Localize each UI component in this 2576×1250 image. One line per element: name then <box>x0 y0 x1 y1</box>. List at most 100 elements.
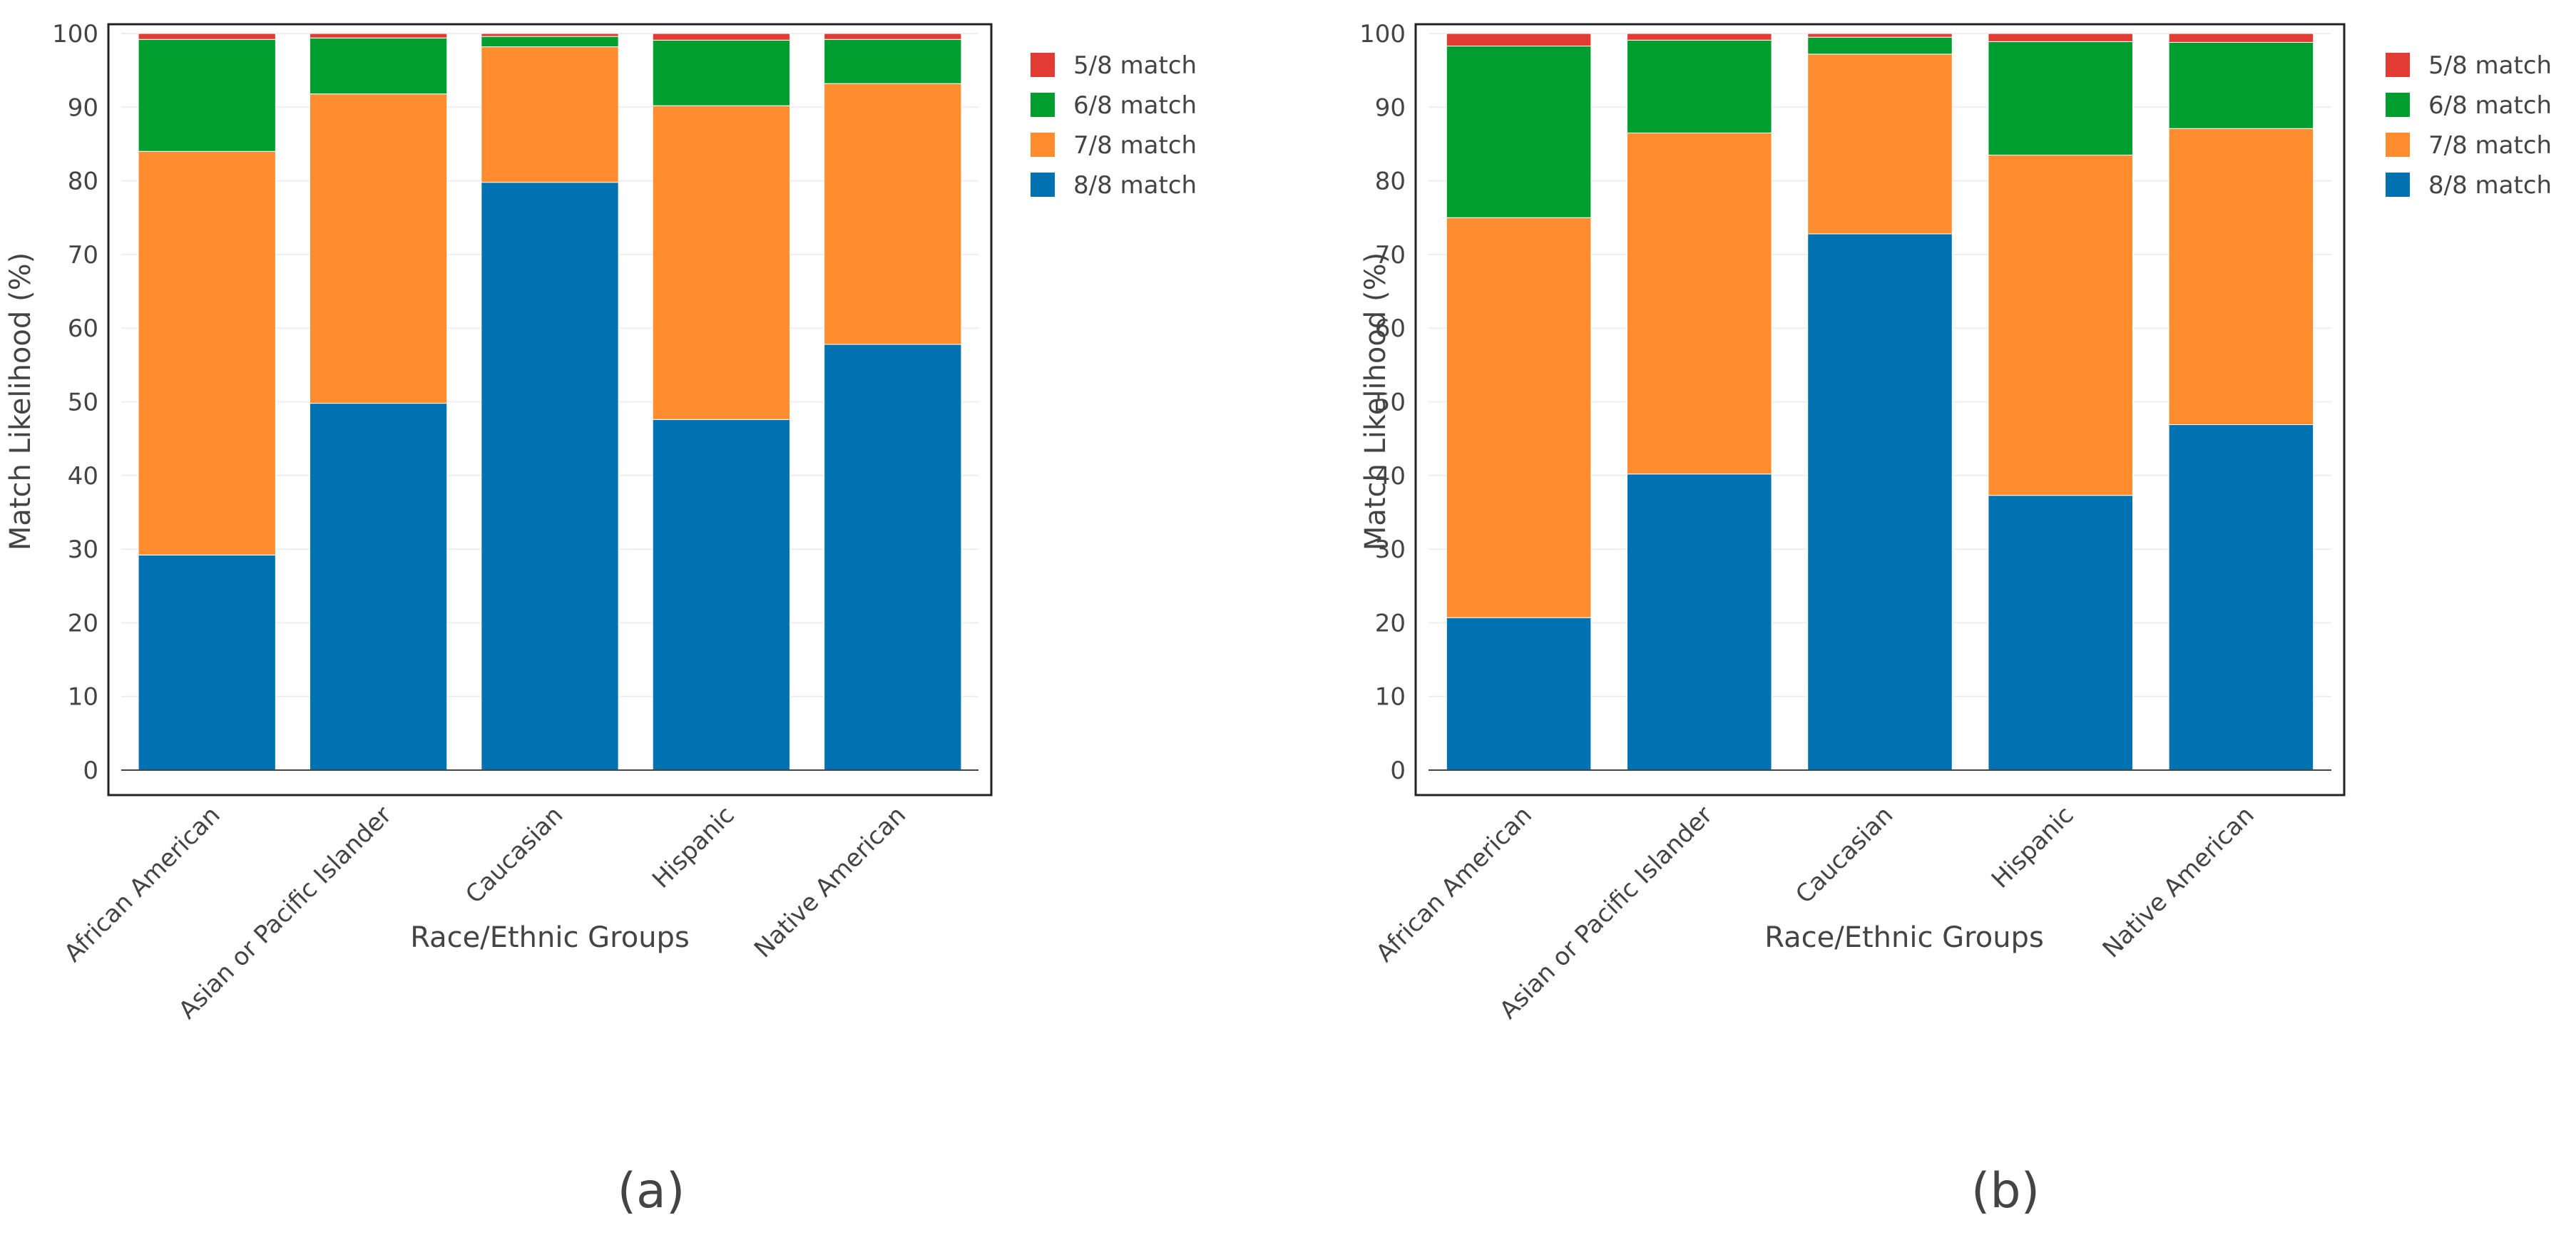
legend-label: 6/8 match <box>1073 91 1197 120</box>
x-tick-label: Native American <box>749 801 911 963</box>
y-tick-label: 0 <box>1390 757 1406 785</box>
bar-hispanic-7-8-match <box>1988 154 2133 496</box>
bar-african-american-6-8-match <box>1446 46 1592 218</box>
bar-caucasian-5-8-match <box>1807 33 1953 38</box>
x-tick-label: Native American <box>2097 801 2260 963</box>
legend: 5/8 match 6/8 match 7/8 match 8/8 match <box>2386 51 2552 200</box>
y-tick-label: 20 <box>1375 609 1406 637</box>
bar-hispanic-6-8-match <box>1988 41 2133 155</box>
bar-african-american-8-8-match <box>138 554 276 771</box>
bar-caucasian-6-8-match <box>1807 36 1953 55</box>
bar-native-american-5-8-match <box>2168 33 2314 43</box>
bar-caucasian-5-8-match <box>481 33 619 37</box>
bar-asian-or-pacific-islander-5-8-match <box>1627 33 1772 41</box>
bar-caucasian-8-8-match <box>481 182 619 771</box>
legend-label: 7/8 match <box>2428 131 2552 160</box>
legend-label: 6/8 match <box>2428 91 2552 120</box>
x-tick-label: Asian or Pacific Islander <box>1494 801 1718 1025</box>
bar-asian-or-pacific-islander-7-8-match <box>309 93 448 404</box>
legend-label: 8/8 match <box>2428 171 2552 200</box>
legend-swatch-7-8-match <box>2386 133 2410 157</box>
bar-hispanic-6-8-match <box>652 39 791 106</box>
legend: 5/8 match 6/8 match 7/8 match 8/8 match <box>1031 51 1197 200</box>
legend-label: 5/8 match <box>2428 51 2552 80</box>
legend-swatch-6-8-match <box>2386 93 2410 117</box>
bar-african-american-5-8-match <box>1446 33 1592 47</box>
bar-native-american-6-8-match <box>824 39 962 84</box>
y-tick-label: 30 <box>1375 536 1406 564</box>
bar-african-american-7-8-match <box>1446 217 1592 618</box>
legend-swatch-8-8-match <box>1031 173 1055 197</box>
x-tick-label: African American <box>1371 801 1538 968</box>
bar-asian-or-pacific-islander-8-8-match <box>309 403 448 771</box>
y-tick-label: 40 <box>1375 462 1406 491</box>
x-tick-label: Caucasian <box>460 801 568 909</box>
y-tick-label: 100 <box>1359 20 1406 48</box>
bar-native-american-6-8-match <box>2168 41 2314 129</box>
bar-hispanic-8-8-match <box>1988 495 2133 771</box>
y-tick-label: 30 <box>68 536 98 564</box>
legend-label: 7/8 match <box>1073 131 1197 160</box>
y-tick-label: 40 <box>68 462 98 491</box>
y-tick-label: 90 <box>68 93 98 122</box>
legend-label: 8/8 match <box>1073 171 1197 200</box>
bar-african-american-7-8-match <box>138 150 276 555</box>
x-tick-label: African American <box>58 801 225 968</box>
legend-swatch-5-8-match <box>1031 53 1055 77</box>
y-tick-label: 100 <box>52 20 98 48</box>
legend-swatch-5-8-match <box>2386 53 2410 77</box>
y-tick-label: 60 <box>68 314 98 343</box>
bar-caucasian-8-8-match <box>1807 233 1953 771</box>
bar-native-american-8-8-match <box>824 344 962 771</box>
x-tick-label: Caucasian <box>1790 801 1898 909</box>
bar-asian-or-pacific-islander-7-8-match <box>1627 132 1772 475</box>
bar-caucasian-7-8-match <box>1807 53 1953 235</box>
y-tick-label: 50 <box>1375 389 1406 417</box>
x-axis-title: Race/Ethnic Groups <box>410 921 690 954</box>
y-tick-label: 10 <box>1375 683 1406 712</box>
bar-asian-or-pacific-islander-6-8-match <box>1627 39 1772 133</box>
bar-asian-or-pacific-islander-8-8-match <box>1627 473 1772 771</box>
bar-african-american-6-8-match <box>138 39 276 152</box>
bar-caucasian-7-8-match <box>481 46 619 183</box>
bar-native-american-8-8-match <box>2168 424 2314 771</box>
y-tick-label: 0 <box>83 757 98 785</box>
bar-hispanic-8-8-match <box>652 419 791 771</box>
bar-african-american-8-8-match <box>1446 617 1592 771</box>
y-tick-label: 60 <box>1375 314 1406 343</box>
panel-label: (b) <box>1971 1163 2040 1219</box>
legend-swatch-6-8-match <box>1031 93 1055 117</box>
legend-swatch-7-8-match <box>1031 133 1055 157</box>
bar-asian-or-pacific-islander-6-8-match <box>309 37 448 95</box>
bar-hispanic-5-8-match <box>652 33 791 41</box>
bar-native-american-7-8-match <box>2168 128 2314 426</box>
bar-asian-or-pacific-islander-5-8-match <box>309 33 448 39</box>
plot-frame <box>107 23 993 796</box>
x-tick-label: Hispanic <box>1986 801 2080 894</box>
y-axis-title: Match Likelihood (%) <box>1359 252 1392 550</box>
plot-frame <box>1414 23 2346 796</box>
bar-native-american-7-8-match <box>824 83 962 345</box>
bar-caucasian-6-8-match <box>481 36 619 48</box>
legend-label: 5/8 match <box>1073 51 1197 80</box>
y-tick-label: 70 <box>68 241 98 270</box>
panel-label: (a) <box>618 1163 685 1219</box>
bar-hispanic-5-8-match <box>1988 33 2133 42</box>
y-tick-label: 90 <box>1375 93 1406 122</box>
bar-hispanic-7-8-match <box>652 105 791 420</box>
legend-swatch-8-8-match <box>2386 173 2410 197</box>
y-tick-label: 10 <box>68 683 98 712</box>
chart-panel-b: 0 10 20 30 40 50 60 70 80 90 100 African AmericanAs… <box>1359 20 2552 1219</box>
y-tick-label: 80 <box>1375 168 1406 196</box>
y-tick-label: 70 <box>1375 241 1406 270</box>
y-tick-label: 50 <box>68 389 98 417</box>
y-tick-label: 80 <box>68 168 98 196</box>
y-tick-label: 20 <box>68 609 98 637</box>
bar-african-american-5-8-match <box>138 33 276 40</box>
y-axis-title: Match Likelihood (%) <box>4 252 37 550</box>
x-tick-label: Hispanic <box>647 801 740 894</box>
x-axis-title: Race/Ethnic Groups <box>1764 921 2044 954</box>
bar-native-american-5-8-match <box>824 33 962 40</box>
